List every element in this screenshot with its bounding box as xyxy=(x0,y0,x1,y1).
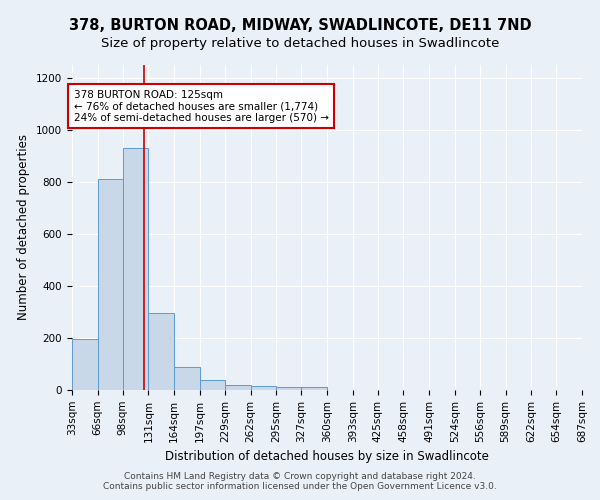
Bar xyxy=(200,380,225,390)
Bar xyxy=(98,180,122,390)
Text: 378, BURTON ROAD, MIDWAY, SWADLINCOTE, DE11 7ND: 378, BURTON ROAD, MIDWAY, SWADLINCOTE, D… xyxy=(68,18,532,32)
Text: Contains HM Land Registry data © Crown copyright and database right 2024.: Contains HM Land Registry data © Crown c… xyxy=(124,472,476,481)
Bar xyxy=(72,340,98,390)
Bar xyxy=(301,388,327,390)
Bar xyxy=(148,314,174,390)
Text: Contains public sector information licensed under the Open Government Licence v3: Contains public sector information licen… xyxy=(103,482,497,491)
Bar xyxy=(277,387,301,390)
Y-axis label: Number of detached properties: Number of detached properties xyxy=(17,134,31,320)
Bar xyxy=(251,386,277,390)
Bar xyxy=(122,148,148,390)
Text: 378 BURTON ROAD: 125sqm
← 76% of detached houses are smaller (1,774)
24% of semi: 378 BURTON ROAD: 125sqm ← 76% of detache… xyxy=(74,90,329,123)
X-axis label: Distribution of detached houses by size in Swadlincote: Distribution of detached houses by size … xyxy=(165,450,489,463)
Bar xyxy=(225,385,251,390)
Text: Size of property relative to detached houses in Swadlincote: Size of property relative to detached ho… xyxy=(101,38,499,51)
Bar xyxy=(174,367,200,390)
